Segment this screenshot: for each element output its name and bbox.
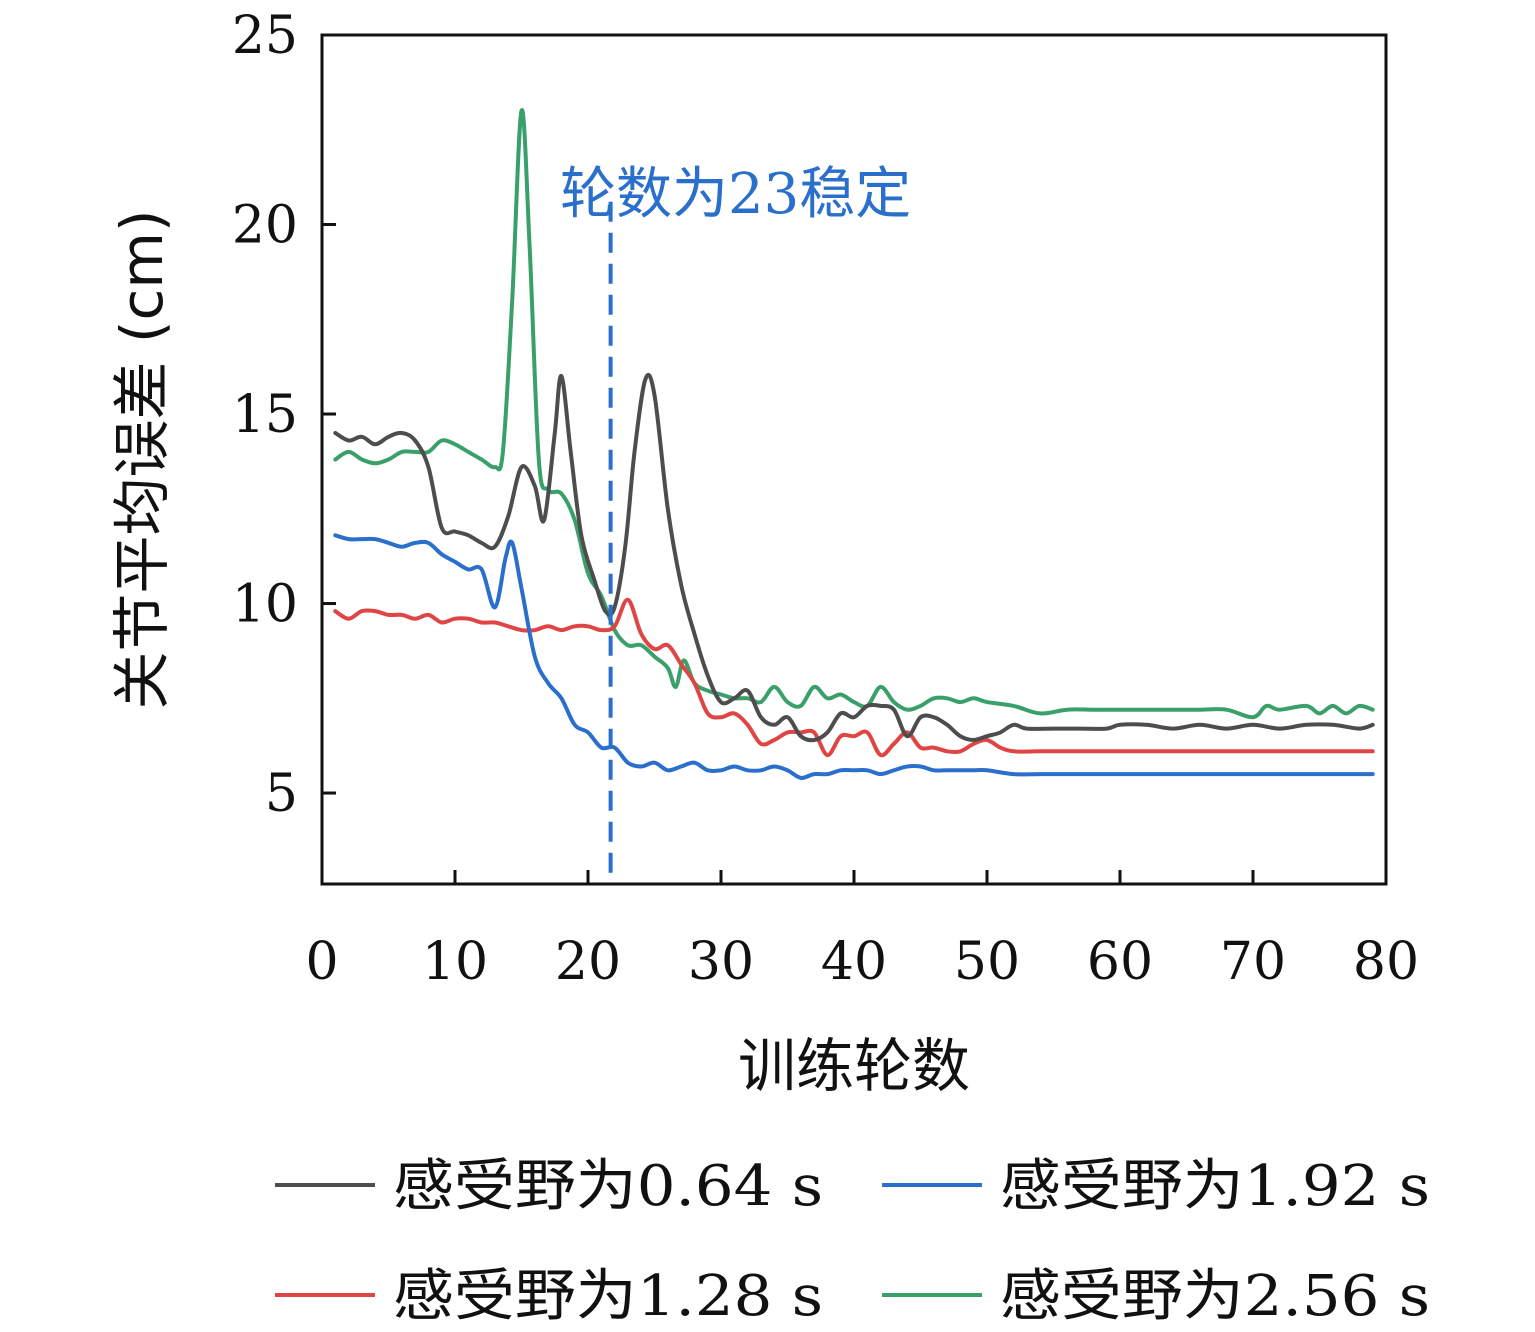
series-line-4: [333, 108, 1375, 720]
x-tick-label: 30: [688, 932, 754, 992]
y-axis-title: 关节平均误差 (cm): [108, 209, 176, 709]
stability-annotation: 轮数为23稳定: [560, 162, 911, 227]
x-tick-label: 80: [1353, 932, 1419, 992]
legend: 感受野为0.64 s 感受野为1.92 s 感受野为1.28 s 感受野为2.56 s: [275, 1154, 1430, 1329]
y-tick-label: 5: [265, 764, 298, 824]
x-tick-label: 0: [305, 932, 338, 992]
y-tick-label: 20: [232, 196, 298, 256]
legend-label: 感受野为0.64 s: [393, 1154, 823, 1219]
annotation-layer: 轮数为23稳定: [560, 162, 911, 877]
series-layer: [333, 108, 1375, 780]
x-tick-label: 60: [1087, 932, 1153, 992]
x-tick-label: 40: [821, 932, 887, 992]
y-tick-label: 15: [232, 385, 298, 445]
x-tick-label: 10: [422, 932, 488, 992]
legend-label: 感受野为1.28 s: [393, 1264, 823, 1329]
y-tick-label: 25: [232, 6, 298, 66]
series-line-1: [333, 372, 1375, 743]
y-tick-label: 10: [232, 575, 298, 635]
legend-label: 感受野为1.92 s: [1000, 1154, 1430, 1219]
x-axis-title: 训练轮数: [738, 1032, 970, 1100]
x-tick-label: 70: [1220, 932, 1286, 992]
x-tick-label: 20: [555, 932, 621, 992]
axis-ticks: 0 10 20 30 40 50 60 70 80 5 10 15 20 25: [232, 6, 1419, 992]
series-line-2: [333, 597, 1375, 758]
x-tick-label: 50: [954, 932, 1020, 992]
legend-label: 感受野为2.56 s: [1000, 1264, 1430, 1329]
series-line-3: [333, 533, 1375, 780]
